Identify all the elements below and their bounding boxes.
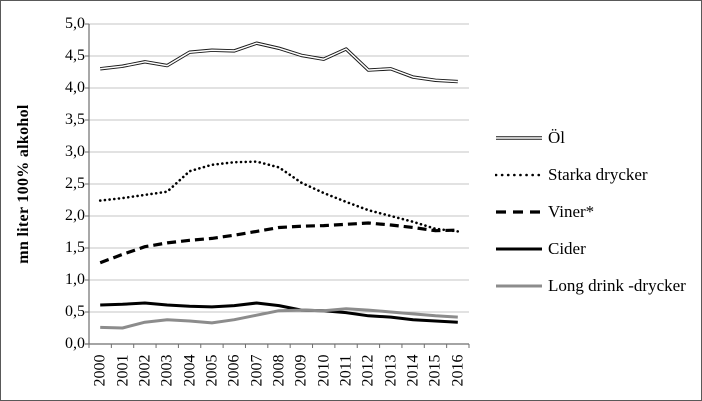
legend-label: Long drink -drycker: [548, 276, 686, 295]
x-axis-label: 2006: [225, 354, 243, 387]
y-axis-label: 0,5: [65, 303, 85, 320]
legend-line-sample: [496, 210, 542, 214]
legend-item-long-drink-drycker: Long drink -drycker: [495, 276, 686, 296]
legend-item--l: Öl: [495, 128, 686, 148]
y-axis-label: 1,0: [65, 271, 85, 288]
x-axis-label: 2001: [114, 354, 132, 387]
x-axis-label: 2004: [181, 354, 199, 387]
legend: Öl Starka drycker Viner* Cider Long drink -d…: [495, 128, 686, 313]
legend-line-sample: [496, 136, 542, 140]
y-axis-label: 4,5: [65, 47, 85, 64]
legend-label: Öl: [548, 128, 565, 147]
legend-label: Starka drycker: [548, 165, 648, 184]
legend-line-sample: [496, 247, 542, 251]
series-line--l-core: [100, 42, 458, 83]
legend-item-starka-drycker: Starka drycker: [495, 165, 686, 185]
legend-item-cider: Cider: [495, 239, 686, 259]
legend-label: Viner*: [548, 202, 595, 221]
series-line-starka-drycker: [98, 160, 460, 233]
y-axis-label: 1,5: [65, 239, 85, 256]
y-axis-label: 2,5: [65, 175, 85, 192]
legend-label: Cider: [548, 239, 586, 258]
x-axis-label: 2015: [426, 354, 444, 387]
y-axis-label: 3,0: [65, 143, 85, 160]
x-axis-label: 2008: [270, 354, 288, 387]
y-axis-label: 4,0: [65, 79, 85, 96]
series-line-cider: [100, 301, 458, 324]
x-axis-label: 2009: [292, 354, 310, 387]
x-axis-label: 2007: [248, 354, 266, 387]
y-axis-label: 0,0: [65, 335, 85, 352]
x-axis-label: 2000: [91, 354, 109, 387]
x-axis-label: 2010: [315, 354, 333, 387]
x-axis-label: 2013: [382, 354, 400, 387]
y-axis-label: 5,0: [65, 15, 85, 32]
x-axis-label: 2005: [203, 354, 221, 387]
y-axis-label: 2,0: [65, 207, 85, 224]
series-line-viner-: [99, 221, 458, 265]
x-axis-label: 2016: [449, 354, 467, 387]
legend-line-sample: [495, 173, 543, 177]
x-axis-label: 2003: [158, 354, 176, 387]
x-axis-label: 2002: [136, 354, 154, 387]
x-axis-label: 2014: [404, 354, 422, 387]
series-line-long-drink-drycker: [100, 307, 458, 330]
legend-line-sample: [496, 284, 542, 288]
y-axis-label: 3,5: [65, 111, 85, 128]
x-axis-label: 2012: [359, 354, 377, 387]
x-axis-label: 2011: [337, 354, 355, 387]
legend-item-viner-: Viner*: [495, 202, 686, 222]
